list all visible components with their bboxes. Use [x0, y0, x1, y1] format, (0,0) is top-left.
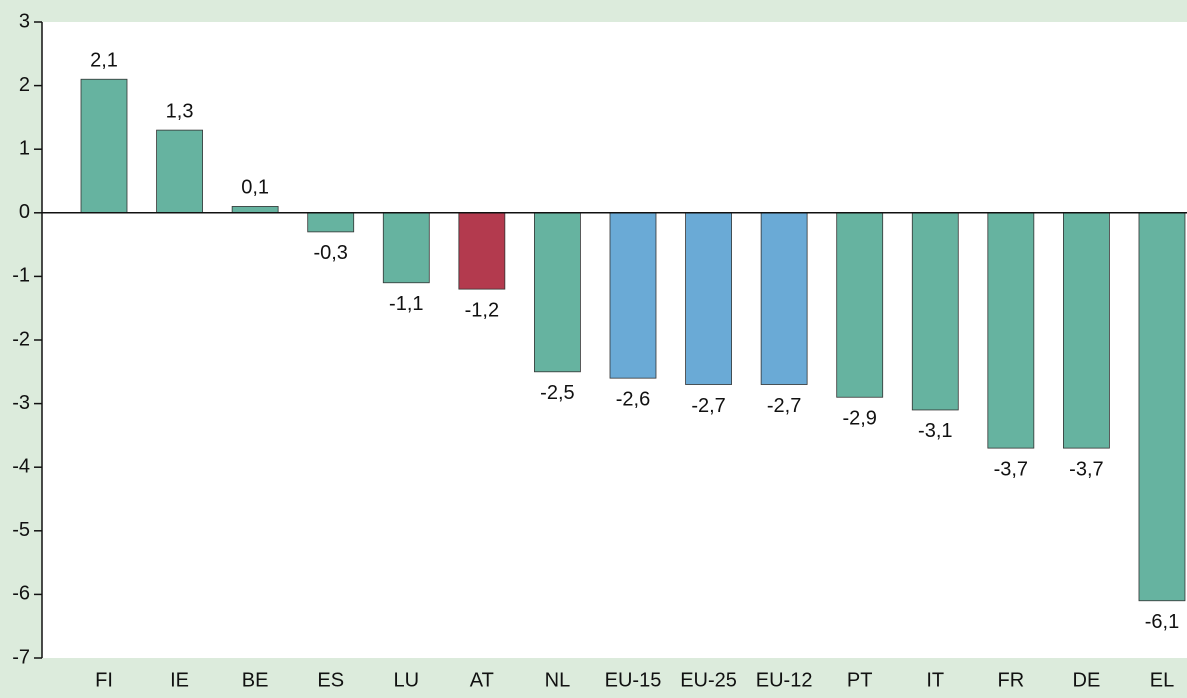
value-label: -2,5	[540, 382, 574, 404]
y-tick-label: -5	[12, 519, 30, 541]
x-tick-label: EU-25	[680, 669, 737, 691]
value-label: 0,1	[241, 177, 269, 199]
x-tick-label: LU	[393, 669, 419, 691]
value-label: -0,3	[313, 242, 347, 264]
bar	[1063, 212, 1110, 449]
y-tick-label: 2	[19, 74, 30, 96]
value-label: -1,2	[465, 299, 499, 321]
bar	[609, 212, 657, 379]
value-label: -6,1	[1145, 611, 1179, 633]
x-tick-label: EU-15	[605, 669, 662, 691]
y-tick-label: 0	[19, 201, 30, 223]
value-label: -1,1	[389, 293, 423, 315]
x-tick-label: DE	[1073, 669, 1101, 691]
bar	[685, 212, 732, 385]
x-tick-label: EL	[1150, 669, 1174, 691]
bar	[156, 129, 203, 214]
x-tick-label: BE	[242, 669, 269, 691]
x-tick-label: AT	[470, 669, 494, 691]
x-tick-label: IE	[170, 669, 189, 691]
x-tick-label: PT	[847, 669, 873, 691]
value-label: -3,7	[1069, 458, 1103, 480]
value-label: -2,9	[842, 408, 876, 430]
x-tick-label: EU-12	[756, 669, 813, 691]
y-tick-label: -3	[12, 392, 30, 414]
x-tick-label: FR	[998, 669, 1025, 691]
x-tick-label: FI	[95, 669, 113, 691]
value-label: 1,3	[166, 100, 194, 122]
bar	[231, 206, 279, 214]
value-label: -2,7	[691, 395, 725, 417]
bar	[534, 212, 581, 373]
y-tick-label: -4	[12, 455, 30, 477]
bar	[80, 78, 128, 214]
bar	[987, 212, 1035, 449]
x-tick-label: ES	[317, 669, 344, 691]
bar	[836, 212, 884, 398]
value-label: 2,1	[90, 50, 118, 72]
bar	[1138, 212, 1186, 602]
value-label: -3,1	[918, 420, 952, 442]
value-label: -2,6	[616, 388, 650, 410]
x-tick-label: NL	[545, 669, 571, 691]
bar	[458, 212, 506, 290]
bar	[911, 212, 959, 411]
y-tick-label: -6	[12, 583, 30, 605]
y-tick-label: -2	[12, 328, 30, 350]
y-tick-label: 3	[19, 10, 30, 32]
bar	[760, 212, 808, 385]
y-tick-label: 1	[19, 137, 30, 159]
value-label: -3,7	[994, 458, 1028, 480]
bar	[307, 212, 355, 233]
bar	[382, 212, 430, 284]
y-tick-label: -7	[12, 646, 30, 668]
x-tick-label: IT	[926, 669, 944, 691]
y-tick-label: -1	[12, 265, 30, 287]
value-label: -2,7	[767, 395, 801, 417]
